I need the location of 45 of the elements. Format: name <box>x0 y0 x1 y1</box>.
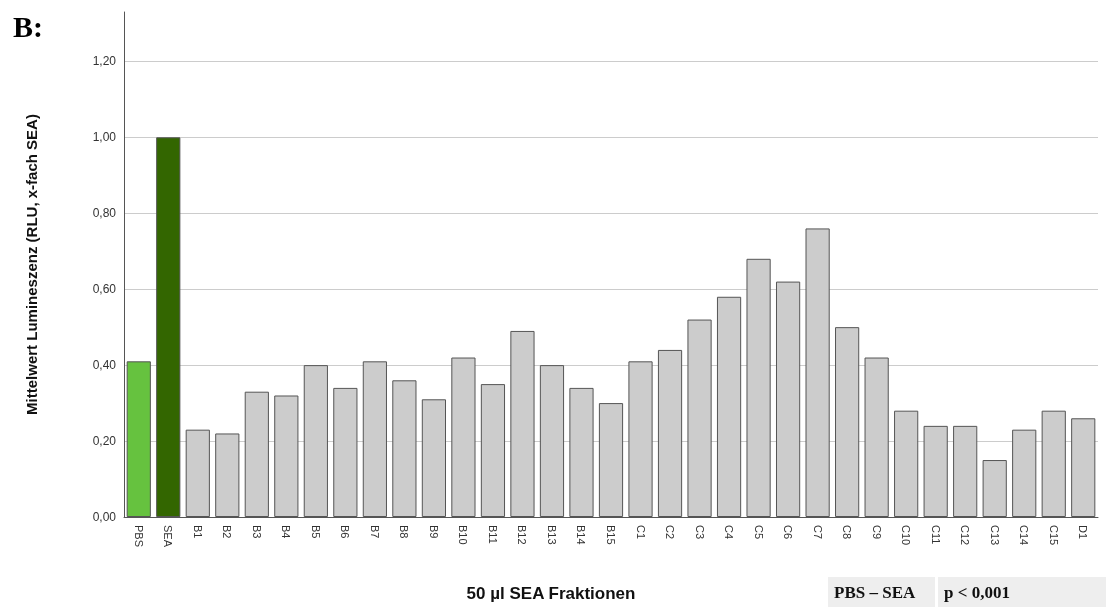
x-tick-label: B4 <box>280 525 293 539</box>
x-tick-label: C12 <box>959 525 972 546</box>
x-tick-label: C3 <box>693 525 706 540</box>
y-tick-label: 0,60 <box>92 282 117 297</box>
x-tick-label: B8 <box>398 525 411 539</box>
text: p < 0,001 <box>944 583 1010 602</box>
x-tick-label: B7 <box>368 525 381 539</box>
x-tick-label: C5 <box>752 525 765 540</box>
x-tick-label: C7 <box>811 525 824 540</box>
y-tick-label: 0,20 <box>92 434 117 449</box>
x-tick-label: B6 <box>339 525 352 539</box>
x-tick-label: C14 <box>1018 525 1031 546</box>
text: PBS – SEA <box>834 583 916 602</box>
y-tick-label: 1,00 <box>92 130 117 145</box>
x-tick-label: C10 <box>900 525 913 546</box>
y-tick-label: 0,00 <box>92 510 117 524</box>
x-tick-label: C2 <box>664 525 677 540</box>
x-axis-title: 50 µl SEA Fraktionen <box>466 584 636 603</box>
x-tick-label: C8 <box>841 525 854 540</box>
x-tick-label: D1 <box>1077 525 1090 540</box>
x-tick-label: C4 <box>723 525 736 540</box>
x-tick-label: B14 <box>575 525 588 545</box>
x-tick-label: C15 <box>1047 525 1060 546</box>
x-tick-label: B13 <box>545 525 558 545</box>
y-tick-label: 0,80 <box>92 206 117 221</box>
x-tick-label: PBS <box>132 525 145 548</box>
x-tick-label: C11 <box>929 525 942 545</box>
x-tick-label: C1 <box>634 525 647 540</box>
x-tick-label: B5 <box>309 525 322 539</box>
x-tick-label: B3 <box>250 525 263 539</box>
x-tick-label: B2 <box>221 525 234 539</box>
x-tick-label: B11 <box>486 525 499 544</box>
x-tick-label: C6 <box>782 525 795 540</box>
x-tick-label: B12 <box>516 525 529 545</box>
x-tick-label: SEA <box>162 525 175 548</box>
x-tick-label: B9 <box>427 525 440 539</box>
y-axis-title: Mittelwert Lumineszenz (RLU, x-fach SEA) <box>23 114 40 415</box>
x-tick-label: B15 <box>605 525 617 545</box>
x-tick-label: B10 <box>457 525 470 545</box>
y-tick-label: 1,20 <box>92 54 117 69</box>
y-tick-label: 0,40 <box>92 358 117 373</box>
x-tick-label: C9 <box>870 525 883 540</box>
chart-title: B: <box>13 9 43 43</box>
x-tick-label: B1 <box>191 525 204 539</box>
x-tick-label: C13 <box>988 525 1001 546</box>
